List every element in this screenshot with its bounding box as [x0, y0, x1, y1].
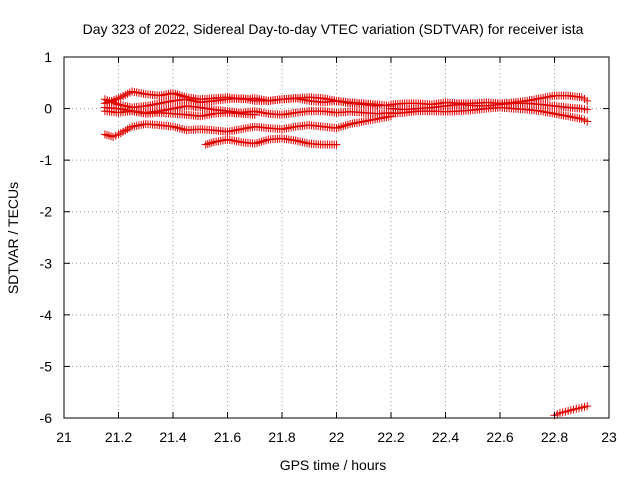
x-tick-label: 23: [601, 429, 617, 445]
x-tick-label: 22.8: [541, 429, 568, 445]
data-point: [296, 137, 305, 146]
y-tick-label: -1: [40, 152, 53, 168]
x-tick-label: 22.2: [377, 429, 404, 445]
data-point: [250, 139, 259, 148]
data-point: [332, 140, 341, 149]
axis-ticks: 21 21.2 21.4 21.6 21.8 22 22.2 22.4 22.6 22.8 23 1 0…: [40, 49, 617, 445]
x-tick-label: 21.2: [105, 429, 132, 445]
data-point: [107, 132, 116, 141]
data-point: [293, 137, 302, 146]
data-point: [298, 138, 307, 147]
data-point: [175, 124, 184, 133]
data-point: [123, 89, 132, 98]
data-point: [332, 124, 341, 133]
series-sat-d: [100, 107, 259, 121]
data-point: [300, 138, 309, 147]
data-point: [259, 136, 268, 145]
data-point: [203, 140, 212, 149]
x-tick-label: 21: [56, 429, 72, 445]
data-point: [173, 123, 182, 132]
series-sat-i: [387, 103, 592, 126]
y-tick-label: -5: [40, 358, 53, 374]
data-point: [121, 90, 130, 99]
data-point: [257, 137, 266, 146]
data-point: [207, 138, 216, 147]
data-point: [116, 93, 125, 102]
data-point: [171, 123, 180, 132]
data-point: [583, 96, 592, 105]
data-point: [343, 120, 352, 129]
y-tick-label: -2: [40, 204, 53, 220]
data-point: [583, 117, 592, 126]
data-point: [100, 130, 109, 139]
x-tick-label: 22.6: [486, 429, 513, 445]
data-point: [125, 88, 134, 97]
data-point: [583, 105, 592, 114]
x-tick-label: 22.4: [432, 429, 459, 445]
x-tick-label: 21.8: [268, 429, 295, 445]
data-point: [169, 122, 177, 131]
x-tick-label: 22: [329, 429, 345, 445]
data-points: [100, 87, 592, 420]
data-point: [102, 131, 111, 140]
data-point: [337, 122, 346, 131]
series-sat-f: [201, 134, 341, 149]
data-point: [302, 139, 311, 148]
data-point: [255, 138, 264, 147]
data-point: [262, 136, 271, 145]
y-axis-label: SDTVAR / TECUs: [5, 182, 21, 294]
data-point: [253, 138, 262, 147]
data-point: [201, 140, 210, 149]
data-point: [178, 125, 187, 134]
data-point: [373, 101, 382, 110]
data-point: [205, 139, 214, 148]
data-point: [583, 402, 592, 411]
y-tick-label: 1: [44, 49, 52, 65]
data-point: [334, 123, 343, 132]
data-point: [341, 121, 350, 130]
data-point: [291, 136, 300, 145]
data-point: [339, 122, 348, 131]
x-tick-label: 21.6: [214, 429, 241, 445]
data-point: [119, 92, 128, 101]
y-tick-label: -4: [40, 307, 53, 323]
x-tick-label: 21.4: [159, 429, 186, 445]
data-point: [250, 110, 259, 119]
x-axis-label: GPS time / hours: [280, 457, 387, 473]
data-point: [104, 131, 113, 140]
y-tick-label: -6: [40, 410, 53, 426]
data-point: [169, 89, 177, 98]
y-tick-label: -3: [40, 255, 53, 271]
series-sat-e: [100, 112, 395, 141]
y-tick-label: 0: [44, 101, 52, 117]
series-sat-b: [100, 94, 382, 112]
series-sat-j: [550, 402, 592, 420]
chart-title: Day 323 of 2022, Sidereal Day-to-day VTE…: [83, 21, 584, 37]
